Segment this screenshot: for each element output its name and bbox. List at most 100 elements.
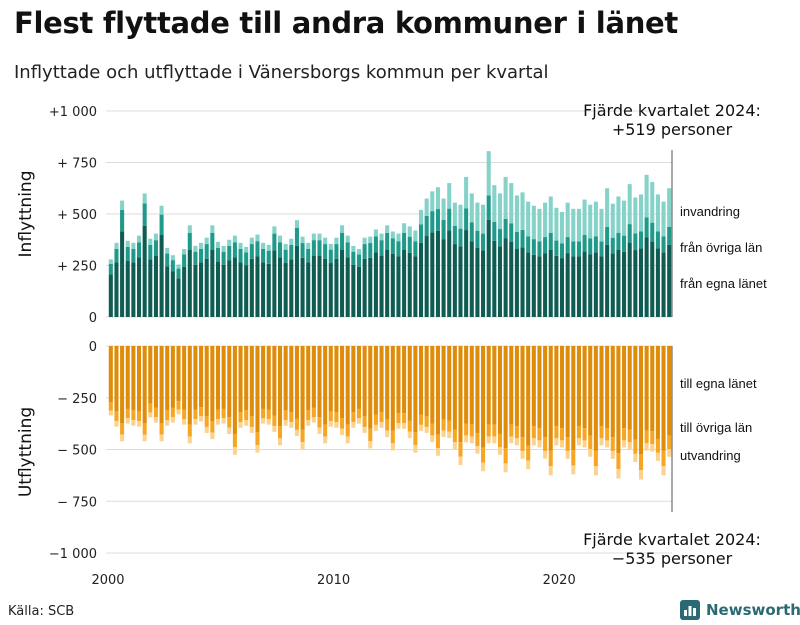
bar-utvandring (644, 443, 649, 451)
bar-till-ovriga-lan (441, 419, 446, 431)
bar-utvandring (610, 450, 615, 459)
bar-till-egna-lanet (559, 346, 565, 429)
bar-fran-egna-lanet (464, 230, 469, 317)
bar-till-ovriga-lan (452, 429, 457, 443)
bar-till-ovriga-lan (638, 454, 644, 471)
bar-till-ovriga-lan (294, 418, 299, 430)
bar-utvandring (340, 428, 345, 436)
bar-till-ovriga-lan (503, 448, 508, 464)
page-subtitle: Inflyttade och utflyttade i Vänersborgs … (14, 62, 549, 83)
x-tick-labels: 2000 2010 2020 (91, 573, 575, 588)
bar-till-ovriga-lan (114, 411, 119, 422)
bar-utvandring (402, 423, 407, 429)
bar-till-egna-lanet (593, 346, 598, 451)
bar-fran-egna-lanet (582, 251, 587, 317)
bar-till-ovriga-lan (430, 423, 435, 436)
bar-invandring (667, 188, 672, 227)
bar-fran-egna-lanet (215, 261, 221, 317)
bar-invandring (294, 220, 299, 229)
bar-fran-ovriga-lan (430, 211, 435, 233)
bar-fran-ovriga-lan (447, 208, 452, 231)
bar-till-ovriga-lan (486, 424, 491, 437)
bar-till-ovriga-lan (255, 432, 260, 446)
bar-till-ovriga-lan (633, 439, 638, 454)
bar-fran-ovriga-lan (633, 233, 638, 251)
bar-utvandring (593, 466, 598, 476)
y-tick-label: +1 000 (49, 105, 97, 120)
bar-fran-egna-lanet (249, 258, 254, 317)
bar-invandring (588, 204, 593, 239)
bar-fran-ovriga-lan (396, 241, 401, 257)
bar-till-egna-lanet (599, 346, 604, 427)
bar-invandring (148, 238, 153, 245)
bar-invandring (526, 201, 531, 237)
bar-till-ovriga-lan (509, 424, 514, 437)
bar-utvandring (565, 450, 570, 459)
bar-invandring (182, 249, 187, 255)
bar-till-ovriga-lan (142, 423, 147, 435)
bar-till-egna-lanet (458, 346, 463, 443)
bar-till-ovriga-lan (170, 407, 175, 418)
bar-till-egna-lanet (588, 346, 593, 436)
bar-utvandring (238, 421, 243, 428)
bar-fran-egna-lanet (537, 256, 542, 317)
bar-fran-ovriga-lan (266, 250, 271, 264)
bar-invandring (221, 245, 226, 252)
bar-till-ovriga-lan (159, 423, 164, 435)
bar-utvandring (616, 469, 621, 479)
bar-utvandring (543, 450, 548, 459)
y-axis-title-inflow: Inflyttning (16, 171, 36, 258)
bar-till-egna-lanet (402, 346, 407, 414)
bar-fran-egna-lanet (655, 248, 660, 317)
bar-utvandring (306, 420, 311, 426)
bar-till-ovriga-lan (413, 432, 418, 446)
bar-utvandring (481, 462, 486, 472)
bar-fran-ovriga-lan (108, 263, 113, 275)
bar-utvandring (368, 441, 373, 449)
bar-fran-ovriga-lan (616, 232, 621, 250)
bar-utvandring (447, 431, 452, 439)
bar-till-ovriga-lan (537, 428, 542, 441)
bar-utvandring (430, 435, 435, 443)
bar-till-ovriga-lan (345, 424, 350, 437)
bar-fran-ovriga-lan (153, 240, 158, 256)
bar-till-ovriga-lan (526, 445, 531, 461)
bar-fran-egna-lanet (650, 241, 655, 317)
bar-utvandring (627, 442, 632, 450)
bar-till-ovriga-lan (492, 424, 497, 437)
bar-till-ovriga-lan (520, 437, 525, 451)
x-tick-label: 2010 (317, 573, 350, 588)
bar-utvandring (531, 438, 536, 446)
bar-fran-ovriga-lan (255, 241, 260, 257)
bar-utvandring (261, 418, 266, 424)
bar-fran-ovriga-lan (328, 249, 333, 264)
bar-invandring (249, 237, 254, 245)
bar-utvandring (418, 424, 424, 431)
bottom-annotation-line1: Fjärde kvartalet 2024: (583, 530, 761, 549)
bar-till-egna-lanet (317, 346, 322, 418)
bar-invandring (571, 208, 576, 242)
bar-fran-ovriga-lan (221, 251, 226, 265)
bar-fran-ovriga-lan (655, 231, 660, 249)
bar-fran-ovriga-lan (362, 244, 367, 259)
bar-till-ovriga-lan (120, 423, 125, 435)
bar-invandring (402, 223, 407, 233)
bar-till-ovriga-lan (554, 426, 559, 439)
bar-invandring (548, 196, 553, 233)
bar-fran-ovriga-lan (277, 242, 283, 258)
bar-fran-egna-lanet (193, 264, 198, 317)
bar-fran-ovriga-lan (114, 248, 119, 263)
bar-till-ovriga-lan (514, 426, 519, 439)
bar-invandring (458, 204, 463, 229)
bar-fran-egna-lanet (170, 271, 175, 317)
bar-fran-egna-lanet (227, 260, 232, 317)
bar-till-egna-lanet (667, 346, 672, 436)
bar-till-ovriga-lan (481, 447, 486, 463)
bar-fran-egna-lanet (300, 257, 305, 317)
bar-fran-egna-lanet (176, 278, 181, 317)
bar-fran-ovriga-lan (667, 226, 672, 245)
bar-invandring (486, 151, 491, 196)
bar-fran-egna-lanet (520, 247, 525, 317)
bar-invandring (193, 245, 198, 252)
bar-utvandring (351, 421, 356, 428)
